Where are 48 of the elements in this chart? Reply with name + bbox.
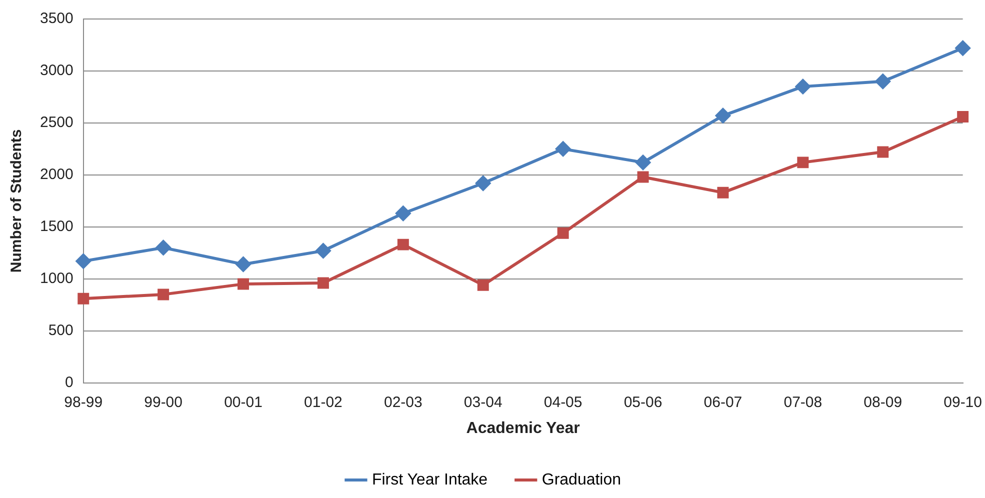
point: [396, 206, 411, 221]
point: [795, 79, 810, 94]
x-tick-label: 04-05: [544, 394, 582, 411]
point: [875, 74, 890, 89]
x-axis-title: Academic Year: [466, 420, 580, 437]
point: [636, 154, 651, 170]
point: [637, 171, 649, 183]
point: [316, 243, 331, 258]
point: [397, 238, 409, 250]
x-tick-label: 01-02: [304, 394, 342, 411]
y-tick-label: 3000: [40, 62, 74, 80]
point: [76, 254, 91, 269]
y-tick-label: 500: [48, 322, 74, 339]
y-tick-label: 0: [65, 374, 74, 391]
x-tick-label: 00-01: [224, 394, 262, 411]
point: [957, 110, 969, 122]
y-tick-label: 2500: [40, 114, 74, 132]
x-tick-label: 08-09: [864, 394, 902, 411]
y-tick-label: 2000: [40, 166, 74, 184]
x-tick-label: 06-07: [704, 394, 742, 411]
y-tick-label: 3500: [40, 10, 74, 28]
point: [877, 146, 889, 158]
point: [238, 278, 250, 290]
point: [717, 186, 729, 198]
point: [236, 256, 251, 272]
x-tick-label: 02-03: [384, 394, 422, 411]
point: [715, 108, 730, 124]
point: [317, 277, 329, 289]
point: [158, 288, 170, 300]
x-tick-label: 09-10: [944, 394, 982, 411]
x-tick-label: 05-06: [624, 394, 662, 411]
point: [477, 279, 489, 291]
point: [557, 227, 569, 239]
point: [78, 292, 90, 304]
legend-label: First Year Intake: [372, 471, 488, 488]
y-tick-label: 1000: [40, 270, 74, 287]
point: [156, 240, 171, 256]
point: [797, 156, 809, 168]
legend-label: Graduation: [542, 471, 622, 488]
y-axis-title: Number of Students: [8, 129, 26, 273]
point: [476, 176, 491, 191]
x-tick-label: 03-04: [464, 394, 502, 411]
point: [556, 141, 571, 156]
point: [955, 40, 970, 56]
x-tick-label: 98-99: [64, 394, 103, 411]
y-tick-label: 1500: [40, 218, 74, 236]
x-tick-label: 07-08: [784, 394, 822, 411]
x-tick-label: 99-00: [144, 394, 183, 411]
